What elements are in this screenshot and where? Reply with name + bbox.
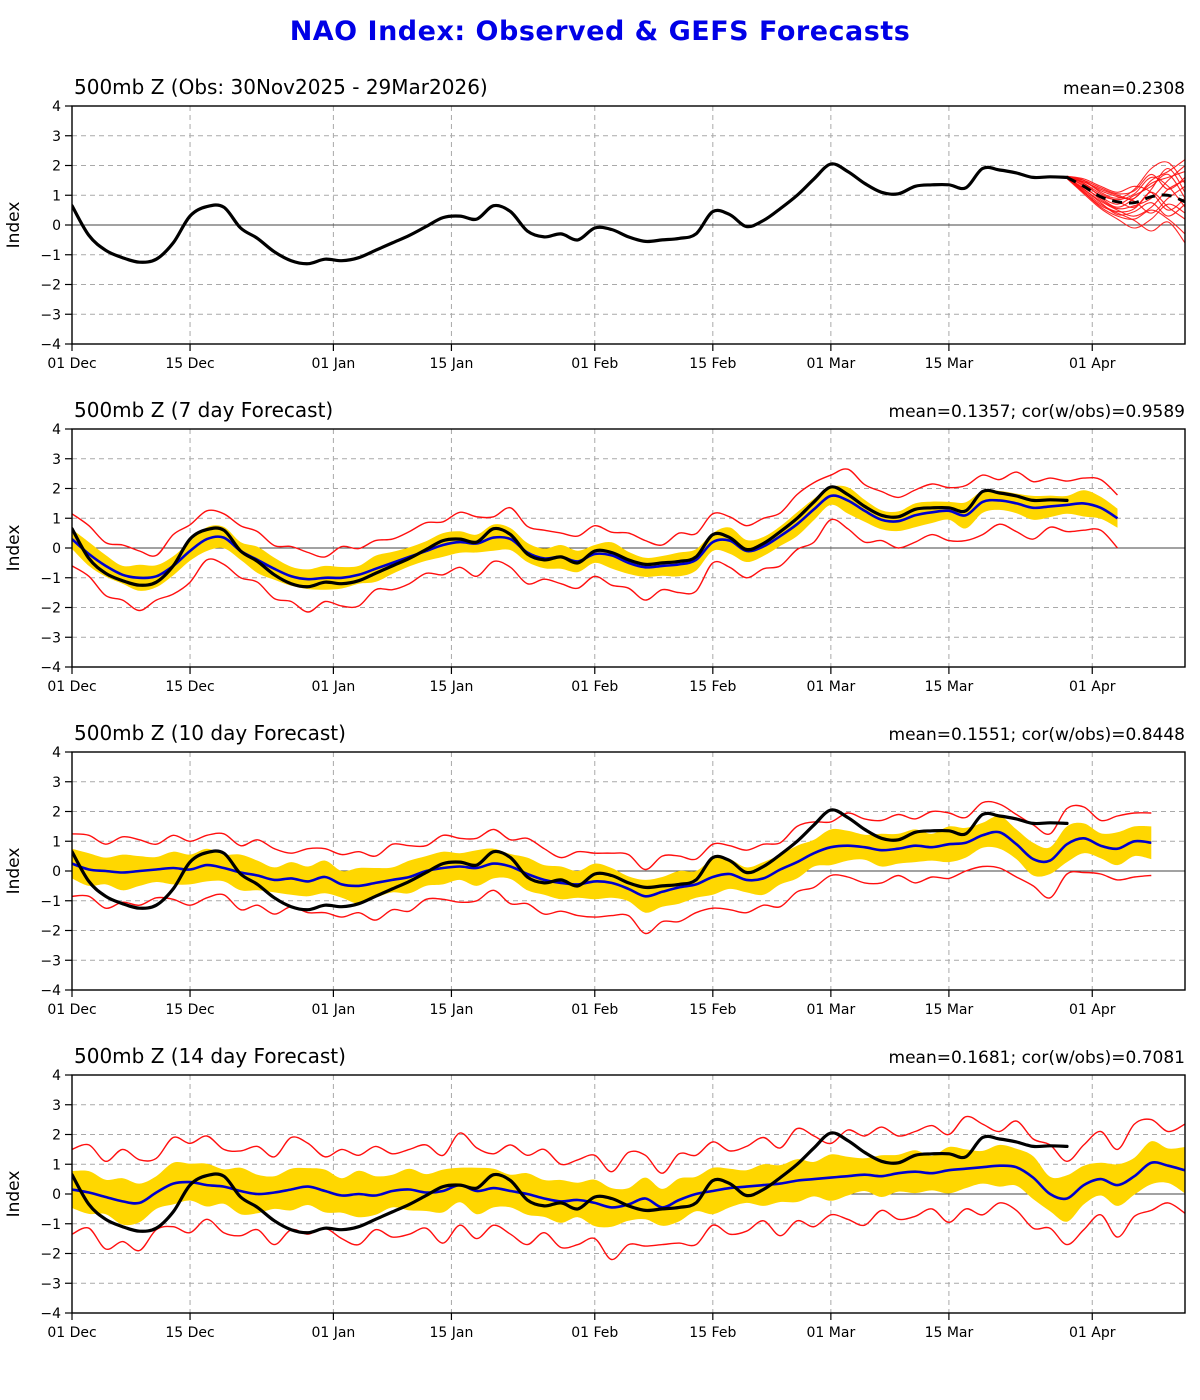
svg-text:Index: Index bbox=[4, 202, 24, 249]
panel-observed-plot: −4 −3 −2 −1 0 1 2 3 4 01 Dec 15 Dec 01 Jan 15 Jan 01 … bbox=[4, 100, 1186, 372]
svg-text:01 Feb: 01 Feb bbox=[571, 1325, 618, 1341]
svg-text:2: 2 bbox=[52, 805, 61, 821]
svg-text:0: 0 bbox=[52, 218, 61, 234]
panel-forecast-14day-plot: −4 −3 −2 −1 0 1 2 3 4 01 Dec 15 Dec 01 Jan 15 Jan 01 … bbox=[4, 1069, 1186, 1341]
svg-text:01 Dec: 01 Dec bbox=[47, 356, 96, 372]
svg-text:15 Mar: 15 Mar bbox=[925, 679, 974, 695]
svg-text:15 Mar: 15 Mar bbox=[925, 1325, 974, 1341]
panel-forecast-7day: 500mb Z (7 day Forecast) mean=0.1357; co… bbox=[0, 398, 1200, 695]
svg-text:−3: −3 bbox=[40, 953, 61, 969]
svg-text:01 Feb: 01 Feb bbox=[571, 1002, 618, 1018]
svg-text:01 Jan: 01 Jan bbox=[311, 679, 355, 695]
svg-text:4: 4 bbox=[52, 423, 61, 438]
svg-text:−2: −2 bbox=[40, 1247, 61, 1263]
svg-text:01 Mar: 01 Mar bbox=[807, 1325, 856, 1341]
svg-text:01 Apr: 01 Apr bbox=[1069, 356, 1116, 372]
svg-text:01 Jan: 01 Jan bbox=[311, 1325, 355, 1341]
svg-text:−4: −4 bbox=[40, 660, 61, 676]
svg-text:3: 3 bbox=[52, 1098, 61, 1114]
svg-text:3: 3 bbox=[52, 452, 61, 468]
svg-text:01 Jan: 01 Jan bbox=[311, 1002, 355, 1018]
panel-observed-stats: mean=0.2308 bbox=[1063, 79, 1185, 99]
svg-text:3: 3 bbox=[52, 129, 61, 145]
svg-text:15 Jan: 15 Jan bbox=[430, 356, 474, 372]
svg-text:2: 2 bbox=[52, 159, 61, 175]
svg-text:Index: Index bbox=[4, 848, 24, 895]
svg-text:−1: −1 bbox=[40, 894, 61, 910]
svg-text:01 Dec: 01 Dec bbox=[47, 1002, 96, 1018]
panel-forecast-10day-stats: mean=0.1551; cor(w/obs)=0.8448 bbox=[888, 725, 1185, 745]
panel-forecast-10day: 500mb Z (10 day Forecast) mean=0.1551; c… bbox=[0, 721, 1200, 1018]
svg-text:2: 2 bbox=[52, 1128, 61, 1144]
panel-forecast-10day-title: 500mb Z (10 day Forecast) bbox=[74, 721, 346, 745]
svg-text:15 Feb: 15 Feb bbox=[689, 356, 736, 372]
svg-text:01 Mar: 01 Mar bbox=[807, 356, 856, 372]
svg-text:−3: −3 bbox=[40, 630, 61, 646]
svg-text:4: 4 bbox=[52, 100, 61, 115]
svg-text:15 Jan: 15 Jan bbox=[430, 1325, 474, 1341]
panel-forecast-7day-title: 500mb Z (7 day Forecast) bbox=[74, 398, 334, 422]
svg-text:01 Jan: 01 Jan bbox=[311, 356, 355, 372]
svg-text:1: 1 bbox=[52, 511, 61, 527]
svg-text:15 Feb: 15 Feb bbox=[689, 1325, 736, 1341]
svg-text:15 Mar: 15 Mar bbox=[925, 356, 974, 372]
svg-text:4: 4 bbox=[52, 746, 61, 761]
svg-text:01 Dec: 01 Dec bbox=[47, 1325, 96, 1341]
svg-text:Index: Index bbox=[4, 525, 24, 572]
page-title: NAO Index: Observed & GEFS Forecasts bbox=[289, 16, 911, 47]
svg-text:−1: −1 bbox=[40, 571, 61, 587]
svg-text:−4: −4 bbox=[40, 1306, 61, 1322]
panel-forecast-10day-header: 500mb Z (10 day Forecast) mean=0.1551; c… bbox=[0, 721, 1200, 745]
svg-text:01 Apr: 01 Apr bbox=[1069, 679, 1116, 695]
svg-text:−2: −2 bbox=[40, 278, 61, 294]
svg-text:15 Dec: 15 Dec bbox=[165, 679, 214, 695]
svg-text:−3: −3 bbox=[40, 1276, 61, 1292]
svg-text:15 Dec: 15 Dec bbox=[165, 1325, 214, 1341]
svg-text:−1: −1 bbox=[40, 248, 61, 264]
panel-observed-header: 500mb Z (Obs: 30Nov2025 - 29Mar2026) mea… bbox=[0, 75, 1200, 99]
svg-text:01 Dec: 01 Dec bbox=[47, 679, 96, 695]
svg-text:0: 0 bbox=[52, 541, 61, 557]
svg-text:01 Apr: 01 Apr bbox=[1069, 1325, 1116, 1341]
svg-text:−1: −1 bbox=[40, 1217, 61, 1233]
svg-text:4: 4 bbox=[52, 1069, 61, 1084]
svg-text:−2: −2 bbox=[40, 601, 61, 617]
svg-text:01 Mar: 01 Mar bbox=[807, 1002, 856, 1018]
svg-text:−4: −4 bbox=[40, 337, 61, 353]
svg-text:01 Feb: 01 Feb bbox=[571, 356, 618, 372]
svg-text:0: 0 bbox=[52, 1187, 61, 1203]
svg-text:15 Jan: 15 Jan bbox=[430, 1002, 474, 1018]
panel-observed: 500mb Z (Obs: 30Nov2025 - 29Mar2026) mea… bbox=[0, 75, 1200, 372]
svg-text:−2: −2 bbox=[40, 924, 61, 940]
svg-text:1: 1 bbox=[52, 188, 61, 204]
svg-text:1: 1 bbox=[52, 1157, 61, 1173]
panel-forecast-14day: 500mb Z (14 day Forecast) mean=0.1681; c… bbox=[0, 1044, 1200, 1341]
panel-forecast-10day-plot: −4 −3 −2 −1 0 1 2 3 4 01 Dec 15 Dec 01 Jan 15 Jan 01 … bbox=[4, 746, 1186, 1018]
svg-text:15 Feb: 15 Feb bbox=[689, 1002, 736, 1018]
svg-text:1: 1 bbox=[52, 834, 61, 850]
svg-text:01 Feb: 01 Feb bbox=[571, 679, 618, 695]
panel-forecast-14day-stats: mean=0.1681; cor(w/obs)=0.7081 bbox=[888, 1048, 1185, 1068]
svg-text:Index: Index bbox=[4, 1171, 24, 1218]
svg-text:15 Feb: 15 Feb bbox=[689, 679, 736, 695]
svg-text:01 Apr: 01 Apr bbox=[1069, 1002, 1116, 1018]
panel-forecast-7day-stats: mean=0.1357; cor(w/obs)=0.9589 bbox=[888, 402, 1185, 422]
panel-forecast-14day-header: 500mb Z (14 day Forecast) mean=0.1681; c… bbox=[0, 1044, 1200, 1068]
panel-forecast-14day-title: 500mb Z (14 day Forecast) bbox=[74, 1044, 346, 1068]
svg-text:01 Mar: 01 Mar bbox=[807, 679, 856, 695]
svg-text:0: 0 bbox=[52, 864, 61, 880]
panel-forecast-7day-header: 500mb Z (7 day Forecast) mean=0.1357; co… bbox=[0, 398, 1200, 422]
svg-text:−3: −3 bbox=[40, 307, 61, 323]
svg-text:15 Jan: 15 Jan bbox=[430, 679, 474, 695]
svg-text:−4: −4 bbox=[40, 983, 61, 999]
panel-observed-title: 500mb Z (Obs: 30Nov2025 - 29Mar2026) bbox=[74, 75, 488, 99]
svg-text:15 Dec: 15 Dec bbox=[165, 356, 214, 372]
svg-text:3: 3 bbox=[52, 775, 61, 791]
svg-text:15 Mar: 15 Mar bbox=[925, 1002, 974, 1018]
svg-text:2: 2 bbox=[52, 482, 61, 498]
panel-forecast-7day-plot: −4 −3 −2 −1 0 1 2 3 4 01 Dec 15 Dec 01 Jan 15 Jan 01 … bbox=[4, 423, 1186, 695]
svg-text:15 Dec: 15 Dec bbox=[165, 1002, 214, 1018]
